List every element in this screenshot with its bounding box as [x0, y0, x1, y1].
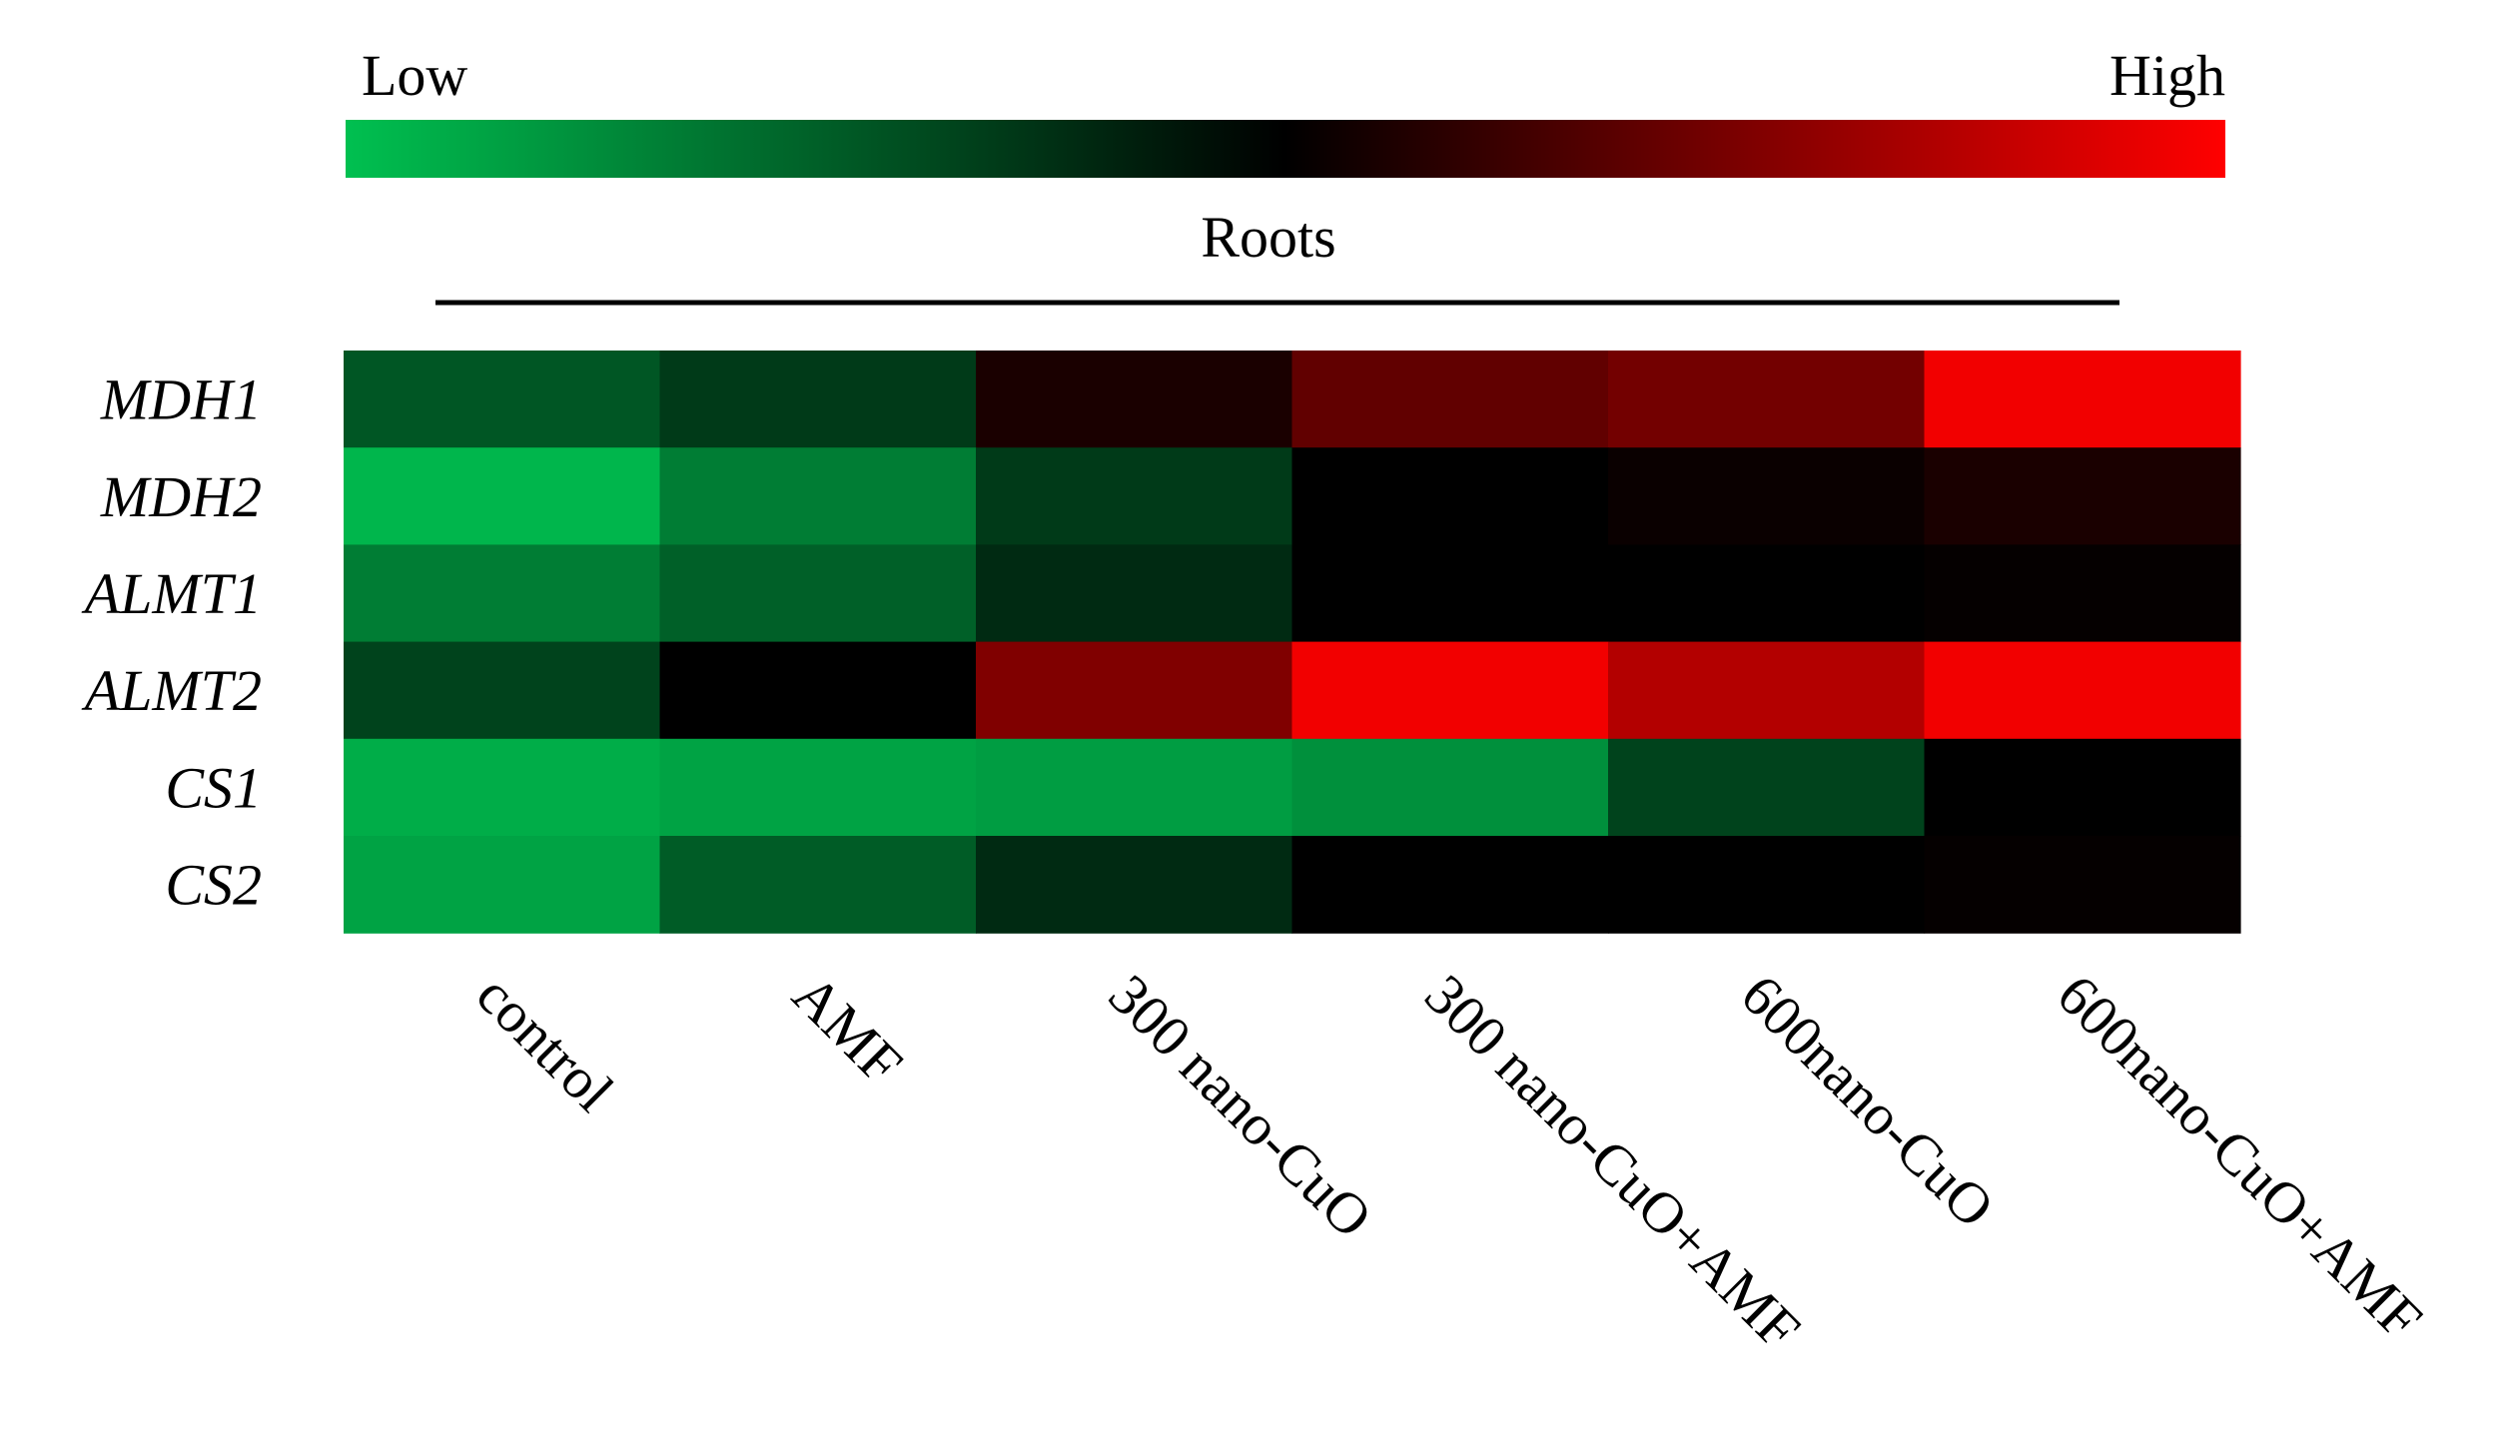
heatmap-cell: [659, 836, 977, 934]
column-label: 600nano-CuO+AMF: [2045, 962, 2434, 1351]
legend-low-label: Low: [362, 43, 467, 108]
heatmap-cell: [344, 447, 661, 545]
heatmap-cell: [1608, 351, 1926, 448]
heatmap-cell: [659, 641, 977, 740]
heatmap-cell: [1291, 544, 1609, 643]
heatmap-cell: [1291, 351, 1609, 448]
heatmap-cell: [1608, 544, 1926, 643]
heatmap-cell: [344, 544, 661, 643]
heatmap-cells: [344, 351, 2241, 934]
heatmap-cell: [1608, 447, 1926, 545]
heatmap-cell: [976, 641, 1293, 740]
heatmap-cell: [976, 447, 1293, 545]
legend-high-label: High: [2109, 43, 2225, 108]
heatmap-cell: [344, 738, 661, 837]
column-label: AMF: [780, 962, 915, 1096]
column-labels: control AMF 300 nano-CuO 300 nano-CuO+AMF60…: [464, 962, 2435, 1362]
color-legend: Low High: [346, 43, 2225, 178]
row-labels: MDH1 MDH2 ALMT1 ALMT2 CS1 CS2: [81, 367, 262, 918]
legend-color-bar: [346, 120, 2225, 178]
heatmap-cell: [659, 738, 977, 837]
column-label: 300 nano-CuO: [1097, 962, 1385, 1250]
heatmap-cell: [659, 447, 977, 545]
heatmap-cell: [1291, 738, 1609, 837]
column-label: 600nano-CuO: [1729, 962, 2007, 1239]
row-label: ALMT2: [81, 658, 262, 723]
row-label: MDH1: [100, 367, 262, 432]
heatmap-cell: [1291, 836, 1609, 934]
heatmap-cell: [1608, 738, 1926, 837]
row-label: MDH2: [100, 464, 262, 529]
heatmap-cell: [1291, 447, 1609, 545]
column-label: control: [464, 962, 626, 1123]
heatmap-cell: [344, 641, 661, 740]
heatmap-cell: [976, 351, 1293, 448]
heatmap-cell: [1608, 836, 1926, 934]
heatmap-cell: [1924, 351, 2241, 448]
chart-title: Roots: [1201, 205, 1335, 270]
row-label: ALMT1: [81, 561, 262, 626]
heatmap-cell: [1924, 836, 2241, 934]
row-label: CS1: [165, 755, 262, 820]
heatmap-cell: [1924, 641, 2241, 740]
heatmap-cell: [976, 738, 1293, 837]
heatmap-cell: [659, 351, 977, 448]
heatmap-cell: [659, 544, 977, 643]
heatmap-cell: [1924, 447, 2241, 545]
heatmap-cell: [976, 836, 1293, 934]
heatmap-cell: [344, 351, 661, 448]
heatmap-cell: [344, 836, 661, 934]
heatmap-cell: [1924, 738, 2241, 837]
heatmap-cell: [1291, 641, 1609, 740]
heatmap-cell: [976, 544, 1293, 643]
heatmap-cell: [1608, 641, 1926, 740]
heatmap-cell: [1924, 544, 2241, 643]
row-label: CS2: [165, 853, 262, 918]
